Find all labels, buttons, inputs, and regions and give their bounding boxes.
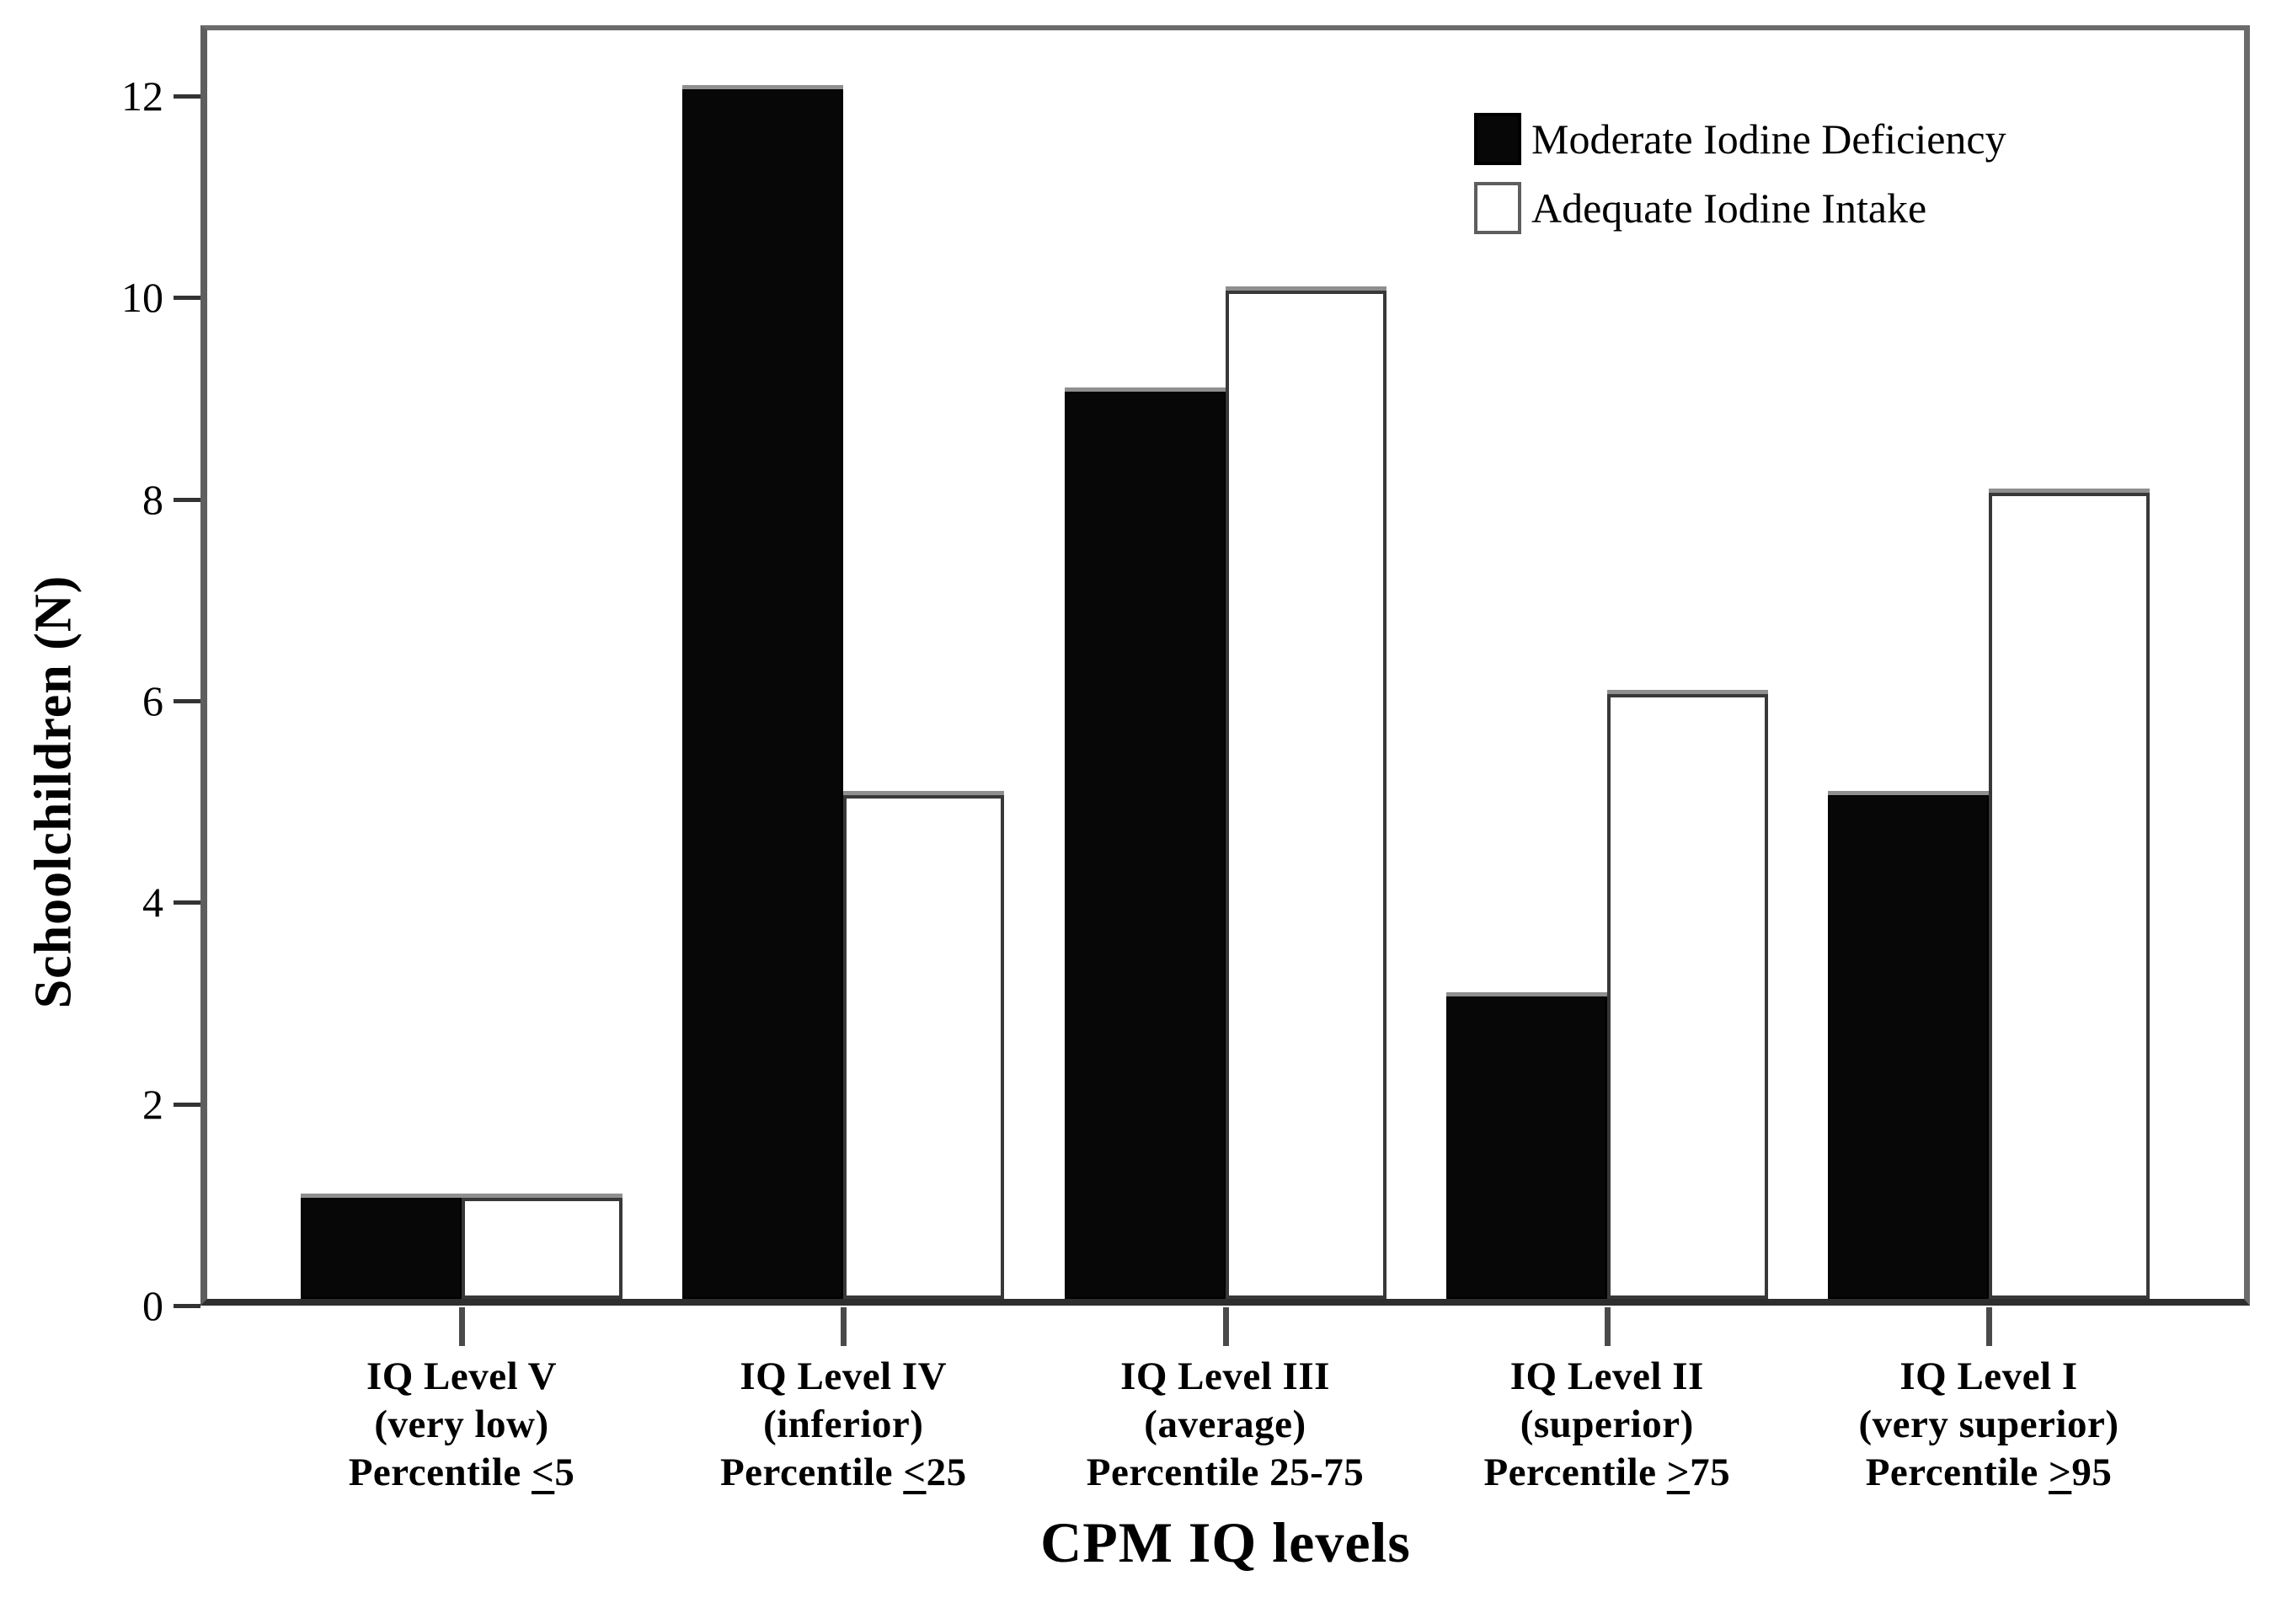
bar <box>1445 996 1607 1299</box>
bar <box>1225 291 1386 1299</box>
bar <box>682 89 844 1299</box>
x-category-label: IQ Level II (superior) Percentile >75 <box>1483 1354 1731 1494</box>
y-tick <box>174 1102 200 1107</box>
legend-item-adequate-iodine-intake: Adequate Iodine Intake <box>1474 182 2006 234</box>
bar <box>1989 493 2150 1299</box>
bar <box>843 795 1005 1299</box>
x-tick <box>1986 1307 1992 1346</box>
y-tick-label: 4 <box>142 879 163 927</box>
x-category-label: IQ Level V (very low) Percentile <5 <box>348 1354 575 1494</box>
legend-label: Adequate Iodine Intake <box>1531 184 1927 232</box>
x-tick <box>1604 1307 1611 1346</box>
y-tick <box>174 93 200 99</box>
bar <box>1828 795 1989 1299</box>
x-tick <box>459 1307 465 1346</box>
x-axis: IQ Level V (very low) Percentile <5 IQ Leve… <box>200 1306 2250 1624</box>
legend: Moderate Iodine Deficiency Adequate Iodi… <box>1474 113 2006 234</box>
x-category-label: IQ Level III (average) Percentile 25-75 <box>1086 1354 1365 1494</box>
legend-item-moderate-iodine-deficiency: Moderate Iodine Deficiency <box>1474 113 2006 165</box>
x-category-label: IQ Level IV (inferior) Percentile <25 <box>719 1354 967 1494</box>
y-tick-label: 0 <box>142 1282 163 1329</box>
bar <box>1606 694 1768 1299</box>
legend-swatch-hollow <box>1474 182 1521 234</box>
plot-area <box>200 25 2250 1306</box>
y-tick-label: 8 <box>142 475 163 523</box>
bar <box>462 1198 622 1299</box>
legend-swatch-filled <box>1474 113 1521 165</box>
legend-label: Moderate Iodine Deficiency <box>1531 115 2006 163</box>
bar <box>1064 392 1226 1299</box>
x-category-label: IQ Level I (very superior) Percentile >95 <box>1858 1354 2119 1494</box>
y-tick <box>174 900 200 905</box>
y-tick <box>174 1304 200 1308</box>
y-tick <box>174 698 200 703</box>
bar <box>301 1198 462 1299</box>
y-tick-label: 12 <box>121 72 163 120</box>
x-tick <box>841 1307 847 1346</box>
y-tick-label: 2 <box>142 1080 163 1128</box>
y-tick-label: 10 <box>121 274 163 322</box>
y-tick-label: 6 <box>142 676 163 724</box>
y-axis: 0 2 4 6 8 10 12 <box>0 25 200 1329</box>
x-axis-title: CPM IQ levels <box>1040 1510 1411 1574</box>
y-tick <box>174 497 200 502</box>
x-tick <box>1222 1307 1229 1346</box>
y-tick <box>174 296 200 301</box>
